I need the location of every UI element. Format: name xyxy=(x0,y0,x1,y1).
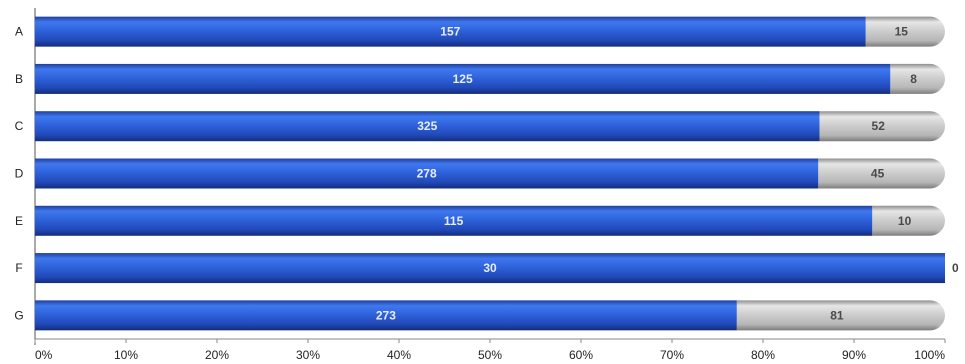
x-tick-label: 60% xyxy=(569,348,593,362)
plot-area: 0% 10% 20% 30% 40% 50% 60% 70% 80% 90% 100% A 157 15 B… xyxy=(14,8,959,362)
x-tick-label: 80% xyxy=(751,348,775,362)
bar-cap-highlight xyxy=(934,64,952,93)
bar-segment-primary xyxy=(35,205,873,236)
category-label: D xyxy=(15,167,24,181)
data-label-secondary: 10 xyxy=(898,214,912,228)
bar-cap-highlight xyxy=(934,112,952,141)
bar-segment-secondary xyxy=(890,63,945,94)
data-label-secondary: 15 xyxy=(895,25,909,39)
bar-cap-highlight xyxy=(934,301,952,330)
data-label-primary: 125 xyxy=(453,72,473,86)
bar-cap-highlight xyxy=(934,159,952,188)
x-tick-label: 50% xyxy=(478,348,502,362)
category-label: C xyxy=(15,119,24,133)
x-tick-label: 40% xyxy=(387,348,411,362)
bar-segment-primary xyxy=(35,158,819,189)
data-label-primary: 115 xyxy=(444,214,464,228)
x-tick-label: 0% xyxy=(35,348,53,362)
bar-segment-primary xyxy=(35,16,866,47)
bar-segment-secondary xyxy=(736,300,946,331)
data-label-primary: 157 xyxy=(440,25,460,39)
x-tick-label: 70% xyxy=(660,348,684,362)
category-label: F xyxy=(15,261,22,275)
data-label-primary: 30 xyxy=(483,261,497,275)
data-label-secondary: 81 xyxy=(830,308,844,322)
bar-segment-primary xyxy=(35,253,945,284)
bar-cap-highlight xyxy=(934,206,952,235)
x-tick-label: 90% xyxy=(842,348,866,362)
data-label-secondary: 45 xyxy=(871,167,885,181)
data-label-secondary: 0 xyxy=(952,261,959,275)
data-label-primary: 325 xyxy=(417,119,437,133)
data-label-secondary: 52 xyxy=(872,119,886,133)
x-tick-label: 20% xyxy=(205,348,229,362)
bar-segment-primary xyxy=(35,63,891,94)
x-tick-label: 100% xyxy=(914,348,945,362)
category-label: E xyxy=(15,214,23,228)
bar-cap-highlight xyxy=(934,17,952,46)
bar-segment-secondary xyxy=(818,158,946,189)
bar-segment-primary xyxy=(35,300,737,331)
category-label: G xyxy=(14,308,23,322)
bar-segment-secondary xyxy=(872,205,946,236)
category-label: B xyxy=(15,72,23,86)
bar-segment-secondary xyxy=(819,111,945,142)
data-label-primary: 278 xyxy=(417,167,437,181)
category-label: A xyxy=(15,25,23,39)
data-label-secondary: 8 xyxy=(910,72,917,86)
data-label-primary: 273 xyxy=(376,308,396,322)
bar-segment-secondary xyxy=(865,16,946,47)
x-tick-label: 10% xyxy=(114,348,138,362)
bar-segment-primary xyxy=(35,111,820,142)
x-tick-label: 30% xyxy=(296,348,320,362)
